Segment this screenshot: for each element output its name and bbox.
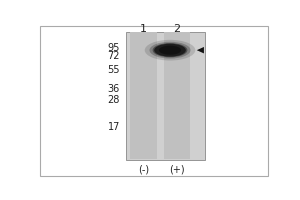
Polygon shape: [197, 47, 204, 53]
Text: 95: 95: [108, 43, 120, 53]
FancyBboxPatch shape: [164, 32, 190, 159]
Ellipse shape: [154, 44, 186, 57]
Text: 17: 17: [108, 122, 120, 132]
Text: 72: 72: [107, 51, 120, 61]
Ellipse shape: [149, 42, 190, 59]
Text: 55: 55: [107, 65, 120, 75]
Ellipse shape: [159, 46, 181, 55]
Text: 1: 1: [140, 24, 147, 34]
FancyBboxPatch shape: [40, 26, 268, 176]
Text: (+): (+): [169, 165, 185, 175]
Ellipse shape: [145, 40, 195, 61]
Ellipse shape: [153, 43, 188, 57]
Text: 28: 28: [108, 95, 120, 105]
FancyBboxPatch shape: [126, 32, 205, 160]
Text: 36: 36: [108, 84, 120, 94]
FancyBboxPatch shape: [130, 32, 157, 159]
Text: (-): (-): [138, 165, 149, 175]
Text: 2: 2: [173, 24, 181, 34]
